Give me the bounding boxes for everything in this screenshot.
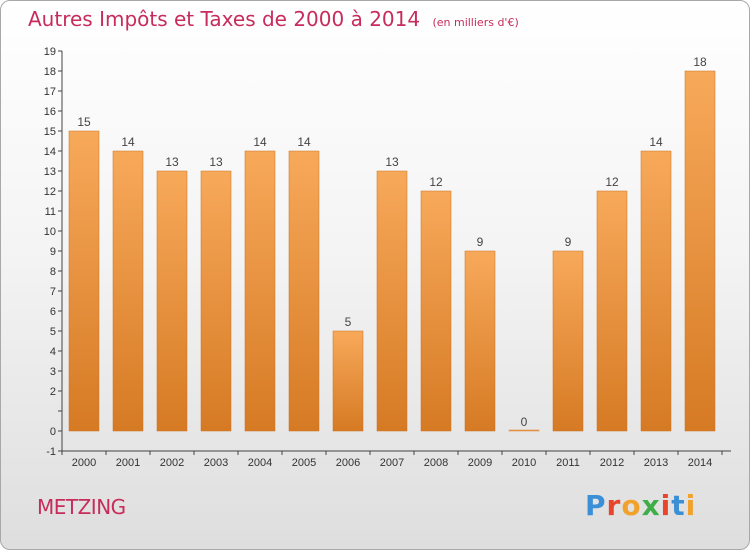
logo-letter: o	[621, 489, 642, 522]
x-tick-label: 2007	[380, 457, 404, 469]
x-tick-label: 2001	[116, 457, 140, 469]
commune-name: METZING	[37, 495, 126, 519]
data-label-2010: 0	[521, 415, 528, 429]
x-tick-label: 2012	[600, 457, 624, 469]
y-tick-label: 12	[44, 186, 56, 198]
y-tick-label: 0	[50, 426, 56, 438]
bar-2009	[464, 250, 496, 432]
bar-2004	[244, 150, 276, 432]
y-tick-label: 6	[50, 306, 56, 318]
y-tick-label: 5	[50, 326, 56, 338]
data-label-2003: 13	[209, 155, 223, 169]
labels-layer: 15 14 13 13 14 14 5 13 12 9 0 9 12 14 18	[77, 55, 707, 429]
y-tick-label: 11	[45, 206, 56, 218]
y-tick-label: 19	[44, 46, 56, 58]
bar-2000	[68, 130, 100, 432]
logo-letter: r	[606, 489, 622, 522]
x-tick-label: 2003	[204, 457, 228, 469]
x-tick-label: 2010	[512, 457, 536, 469]
bar-2002	[156, 170, 188, 432]
data-label-2000: 15	[77, 115, 91, 129]
chart-title: Autres Impôts et Taxes de 2000 à 2014 (e…	[28, 7, 519, 31]
y-tick-label: 7	[50, 286, 56, 298]
data-label-2005: 14	[297, 135, 311, 149]
x-tick-label: 2011	[556, 457, 580, 469]
logo-letter: t	[671, 489, 686, 522]
data-label-2006: 5	[345, 315, 352, 329]
axis-layer: -1 0 2 3 4 5 6 7 8 9 10 11 12 13 14 15 16 17 18 19 2000 2001 2…	[44, 46, 731, 469]
bar-2003	[200, 170, 232, 432]
data-label-2009: 9	[477, 235, 484, 249]
y-tick-label: 13	[44, 166, 56, 178]
y-tick-label: 14	[44, 146, 56, 158]
y-tick-label: 16	[44, 106, 56, 118]
proxiti-logo: Proxiti	[585, 489, 696, 522]
x-tick-label: 2005	[292, 457, 316, 469]
bar-2011	[552, 250, 584, 432]
chart-title-text: Autres Impôts et Taxes de 2000 à 2014	[28, 7, 421, 31]
data-label-2002: 13	[165, 155, 179, 169]
data-label-2014: 18	[693, 55, 707, 69]
x-tick-label: 2004	[248, 457, 272, 469]
data-label-2008: 12	[429, 175, 443, 189]
x-tick-label: 2009	[468, 457, 492, 469]
data-label-2011: 9	[565, 235, 572, 249]
logo-letter: x	[641, 489, 661, 522]
bar-2008	[420, 190, 452, 432]
x-tick-label: 2000	[72, 457, 96, 469]
x-tick-label: 2008	[424, 457, 448, 469]
y-tick-label: 2	[50, 386, 56, 398]
y-tick-label: -1	[46, 446, 56, 458]
y-tick-label: 15	[44, 126, 56, 138]
data-label-2012: 12	[605, 175, 619, 189]
bar-2012	[596, 190, 628, 432]
data-label-2007: 13	[385, 155, 399, 169]
bar-2005	[288, 150, 320, 432]
bar-2007	[376, 170, 408, 432]
bar-2001	[112, 150, 144, 432]
bar-2013	[640, 150, 672, 432]
bars-layer	[68, 70, 716, 432]
data-label-2013: 14	[649, 135, 663, 149]
x-tick-label: 2014	[688, 457, 712, 469]
y-tick-label: 10	[44, 226, 56, 238]
y-tick-label: 17	[44, 86, 56, 98]
data-label-2004: 14	[253, 135, 267, 149]
logo-letter: P	[585, 489, 607, 522]
x-tick-label: 2002	[160, 457, 184, 469]
y-tick-label: 18	[44, 66, 56, 78]
logo-letter: i	[685, 489, 697, 522]
y-tick-label: 8	[50, 266, 56, 278]
y-tick-label: 4	[50, 346, 56, 358]
y-tick-label: 9	[50, 246, 56, 258]
bar-2006	[332, 330, 364, 432]
logo-letter: i	[660, 489, 672, 522]
y-tick-label: 3	[50, 366, 56, 378]
bar-2010	[508, 429, 540, 432]
chart-subtitle: (en milliers d'€)	[432, 16, 519, 29]
bar-2014	[684, 70, 716, 432]
x-tick-label: 2013	[644, 457, 668, 469]
data-label-2001: 14	[121, 135, 135, 149]
x-tick-label: 2006	[336, 457, 360, 469]
